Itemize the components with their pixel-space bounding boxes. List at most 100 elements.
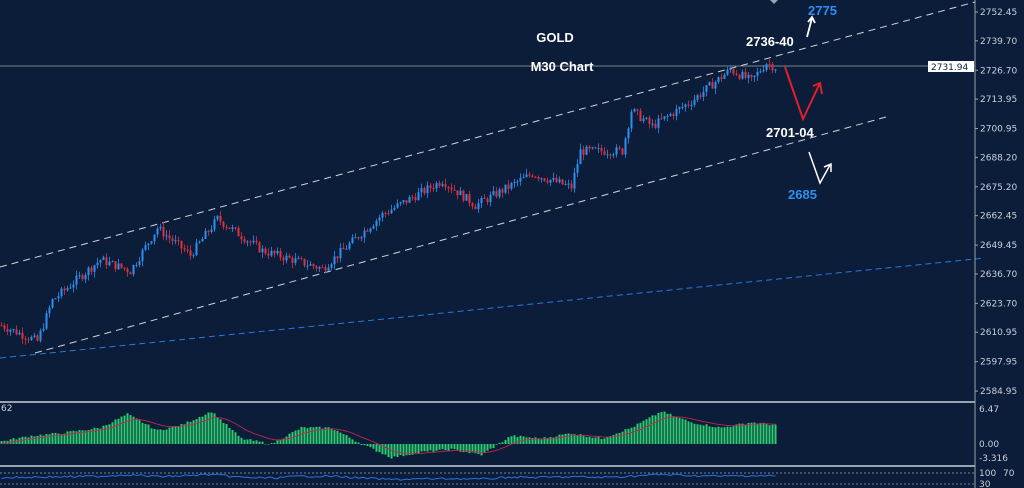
candle <box>609 153 612 160</box>
candle <box>129 271 132 275</box>
candle <box>408 195 411 203</box>
macd-bar <box>198 416 201 444</box>
macd-bar <box>366 444 369 447</box>
price-tick-label: 2662.45 <box>980 212 1017 222</box>
candle <box>381 210 384 222</box>
candle <box>702 86 705 102</box>
candle <box>18 329 21 336</box>
price-tick-label: 2739.70 <box>980 37 1017 47</box>
candle <box>174 235 177 245</box>
macd-bar <box>372 444 375 449</box>
candle <box>579 143 582 165</box>
macd-bar <box>717 426 720 444</box>
candle <box>387 209 390 216</box>
macd-bar <box>426 444 429 452</box>
candle <box>48 305 51 318</box>
macd-bar <box>285 436 288 444</box>
macd-bar <box>168 427 171 444</box>
candle <box>201 237 204 242</box>
macd-bar <box>45 434 48 444</box>
macd-bar <box>489 444 492 449</box>
macd-bar <box>279 439 282 444</box>
macd-bar <box>555 436 558 444</box>
macd-bar <box>579 434 582 444</box>
candle <box>12 328 15 333</box>
macd-bar <box>36 435 39 444</box>
macd-bar <box>504 439 507 444</box>
macd-bar <box>747 422 750 444</box>
candle <box>759 68 762 74</box>
candle <box>432 183 435 192</box>
candle <box>678 106 681 114</box>
candle <box>630 109 633 133</box>
macd-bar <box>360 444 363 446</box>
candle <box>477 199 480 213</box>
macd-bar <box>405 444 408 456</box>
macd-bar <box>207 412 210 444</box>
macd-bar <box>612 434 615 444</box>
macd-bar <box>312 427 315 444</box>
candle <box>147 243 150 251</box>
candles <box>0 59 777 345</box>
candle <box>492 186 495 196</box>
macd-bar <box>330 428 333 444</box>
candle <box>240 232 243 245</box>
candle <box>519 173 522 186</box>
macd-bar <box>684 419 687 444</box>
macd-bar <box>321 428 324 444</box>
macd-bar <box>450 444 453 449</box>
candle <box>138 256 141 268</box>
candle <box>309 261 312 266</box>
macd-bar <box>618 433 621 444</box>
macd-bar <box>756 423 759 444</box>
candle <box>435 181 438 193</box>
macd-bar <box>261 441 264 444</box>
candle <box>585 145 588 156</box>
macd-bar <box>384 444 387 455</box>
candle <box>690 100 693 111</box>
candle <box>660 113 663 120</box>
candle <box>312 263 315 270</box>
candle <box>156 226 159 238</box>
macd-bar <box>540 439 543 444</box>
macd-bar <box>690 422 693 444</box>
macd-bar <box>603 438 606 444</box>
candle <box>723 72 726 80</box>
macd-bar <box>681 418 684 444</box>
candle <box>261 245 264 258</box>
candle <box>393 205 396 211</box>
macd-bar <box>309 427 312 444</box>
price-tick-label: 2584.95 <box>980 387 1017 397</box>
candle <box>294 253 297 266</box>
macd-bar <box>81 430 84 444</box>
candle <box>456 190 459 200</box>
candle <box>183 244 186 252</box>
macd-bar <box>564 433 567 444</box>
candle <box>78 271 81 279</box>
candle <box>39 328 42 343</box>
arrow-up-to-2775-icon <box>806 15 816 38</box>
macd-tick-zero: 0.00 <box>979 440 999 450</box>
macd-bar <box>219 419 222 444</box>
candle <box>756 67 759 81</box>
candle <box>159 223 162 231</box>
candle <box>405 200 408 206</box>
candle <box>297 255 300 260</box>
macd-bar <box>75 431 78 444</box>
candle <box>744 67 747 80</box>
candle <box>66 285 69 292</box>
macd-bar <box>495 444 498 445</box>
candle <box>372 224 375 230</box>
macd-bar <box>3 440 6 444</box>
macd-bar <box>39 434 42 444</box>
candle <box>513 178 516 188</box>
candle <box>540 177 543 183</box>
candle <box>657 114 660 134</box>
candle <box>672 112 675 120</box>
candle <box>729 65 732 73</box>
candle <box>186 245 189 254</box>
candle <box>654 119 657 130</box>
macd-bar <box>90 429 93 444</box>
candle <box>111 260 114 263</box>
candle <box>396 199 399 209</box>
